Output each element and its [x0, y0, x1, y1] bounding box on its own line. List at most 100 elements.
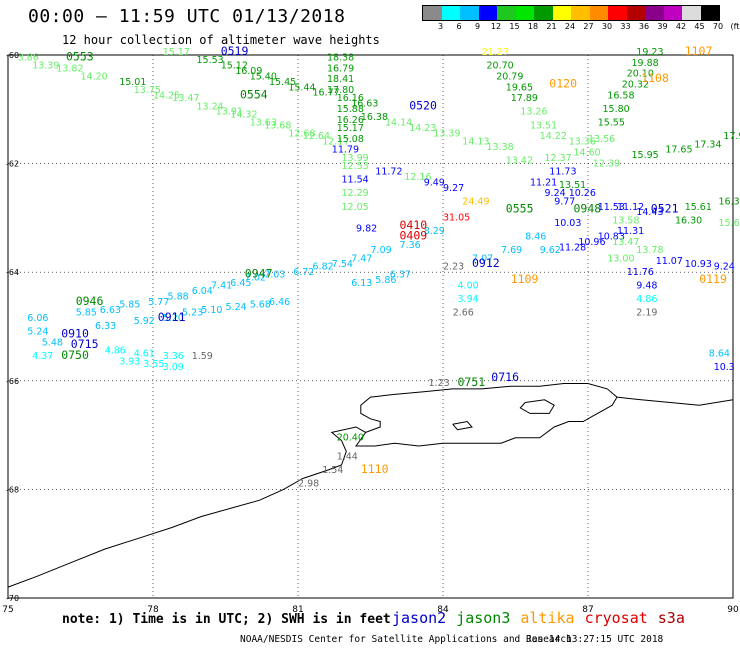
y-tick-label: -64 [6, 268, 19, 277]
swh-value-label: 5.88 [168, 291, 189, 302]
swh-value-label: 6.13 [351, 278, 372, 289]
swh-value-label: 13.42 [506, 156, 533, 167]
colorbar-label: 6 [456, 22, 462, 31]
swh-value-label: 7.07 [472, 253, 493, 264]
swh-value-label: 13.24 [197, 101, 224, 112]
pass-id-label: 0554 [240, 87, 268, 101]
colorbar-label: 39 [657, 22, 668, 31]
swh-value-label: 10.93 [685, 259, 712, 270]
swh-value-label: 9.77 [554, 196, 575, 207]
swh-value-label: 1.59 [192, 351, 213, 362]
page-title: 00:00 – 11:59 UTC 01/13/2018 [28, 6, 346, 27]
pass-id-label: 0119 [699, 272, 727, 286]
pass-id-label: 0409 [400, 229, 428, 243]
colorbar-label: 9 [474, 22, 481, 31]
swh-value-label: 13.26 [520, 107, 547, 118]
swh-value-label: 13.47 [612, 237, 639, 248]
swh-value-label: 5.24 [27, 327, 48, 338]
x-tick-label: 75 [2, 605, 13, 615]
swh-value-label: 15.12 [221, 61, 248, 72]
swh-value-label: 20.32 [622, 80, 649, 91]
swh-value-label: 5.48 [42, 338, 63, 349]
footer-timestamp: Jan 14 13:27:15 UTC 2018 [526, 634, 664, 645]
swh-value-label: 12.29 [342, 188, 369, 199]
legend-jason2: jason2 [392, 609, 447, 627]
swh-value-label: 5.77 [148, 297, 169, 308]
swh-value-label: 15.53 [197, 55, 224, 66]
swh-value-label: 11.73 [549, 167, 576, 178]
colorbar-label: 18 [527, 22, 539, 31]
swh-value-label: 20.70 [487, 61, 514, 72]
swh-value-label: 10.26 [569, 188, 596, 199]
colorbar-swatch [663, 6, 682, 20]
colorbar-label: 42 [675, 22, 687, 31]
swh-value-label: 2.66 [453, 308, 474, 319]
swh-value-label: 11.54 [342, 175, 369, 186]
swh-value-label: 11.12 [617, 202, 644, 213]
swh-value-label: 16.77 [313, 88, 340, 99]
colorbar-swatch [515, 6, 534, 20]
swh-value-label: 2.98 [298, 479, 319, 490]
swh-value-label: 1.54 [322, 465, 343, 476]
colorbar-swatch [534, 6, 553, 20]
swh-value-label: 15.40 [250, 71, 277, 82]
swh-value-label: 5.68 [250, 300, 271, 311]
swh-value-label: 12.37 [545, 153, 572, 164]
swh-value-label: 3.36 [163, 351, 184, 362]
colorbar-swatch [700, 6, 719, 20]
swh-value-label: 15.17 [337, 123, 364, 134]
swh-value-label: 11.72 [375, 167, 402, 178]
swh-value-label: 16.30 [675, 215, 702, 226]
swh-value-label: 17.89 [511, 93, 538, 104]
swh-value-label: 9.27 [443, 183, 464, 194]
colorbar-label: 33 [620, 22, 631, 31]
island-outline [452, 420, 473, 431]
swh-value-label: 17.91 [723, 131, 740, 142]
swh-value-label: 14.14 [385, 118, 412, 129]
swh-value-label: 16.63 [351, 99, 378, 110]
colorbar-label: 70 [712, 22, 724, 31]
colorbar-label: 12 [490, 22, 502, 31]
swh-value-label: 15.45 [269, 77, 296, 88]
pass-id-label: 0751 [458, 375, 486, 389]
swh-value-label: 13.63 [250, 118, 277, 129]
swh-value-label: 6.63 [100, 305, 121, 316]
legend-s3a: s3a [657, 609, 685, 627]
pass-id-label: 0912 [472, 256, 500, 270]
swh-value-label: 17.65 [665, 145, 692, 156]
swh-value-label: 13.00 [607, 253, 634, 264]
swh-value-label: 12.64 [303, 131, 330, 142]
colorbar-label: 30 [601, 22, 613, 31]
y-tick-label: -68 [6, 485, 19, 494]
map-frame [7, 54, 734, 599]
colorbar-label: 45 [694, 22, 705, 31]
swh-value-label: 14.32 [230, 109, 257, 120]
footer-credit: NOAA/NESDIS Center for Satellite Applica… [240, 634, 572, 645]
legend-cryosat: cryosat [584, 609, 648, 627]
colorbar-label: 27 [583, 22, 594, 31]
swh-value-label: 11.79 [332, 145, 359, 156]
swh-value-label: 9.82 [356, 224, 377, 235]
swh-value-label: 10.03 [554, 218, 581, 229]
swh-value-label: 11.76 [627, 267, 654, 278]
colorbar-label: 21 [546, 22, 557, 31]
swh-value-label: 16.79 [327, 63, 354, 74]
swh-value-label: 10.83 [598, 232, 625, 243]
island-outline [519, 399, 555, 414]
swh-value-label: 9.24 [545, 188, 566, 199]
swh-value-label: 12.68 [288, 128, 315, 139]
colorbar-swatch [626, 6, 645, 20]
swh-value-label: 14.60 [574, 148, 601, 159]
pass-id-label: 0910 [61, 326, 89, 340]
swh-value-label: 16.58 [607, 90, 634, 101]
swh-value-label: 6.06 [27, 313, 48, 324]
swh-value-label: 15.17 [163, 47, 190, 58]
swh-value-label: 7.36 [400, 240, 421, 251]
colorbar-swatch [571, 6, 590, 20]
swh-value-label: 12.53 [342, 161, 369, 172]
colorbar-swatch [441, 6, 460, 20]
swh-value-label: 13.51 [559, 180, 586, 191]
pass-id-label: 0946 [76, 294, 104, 308]
x-tick-label: 81 [292, 605, 303, 615]
